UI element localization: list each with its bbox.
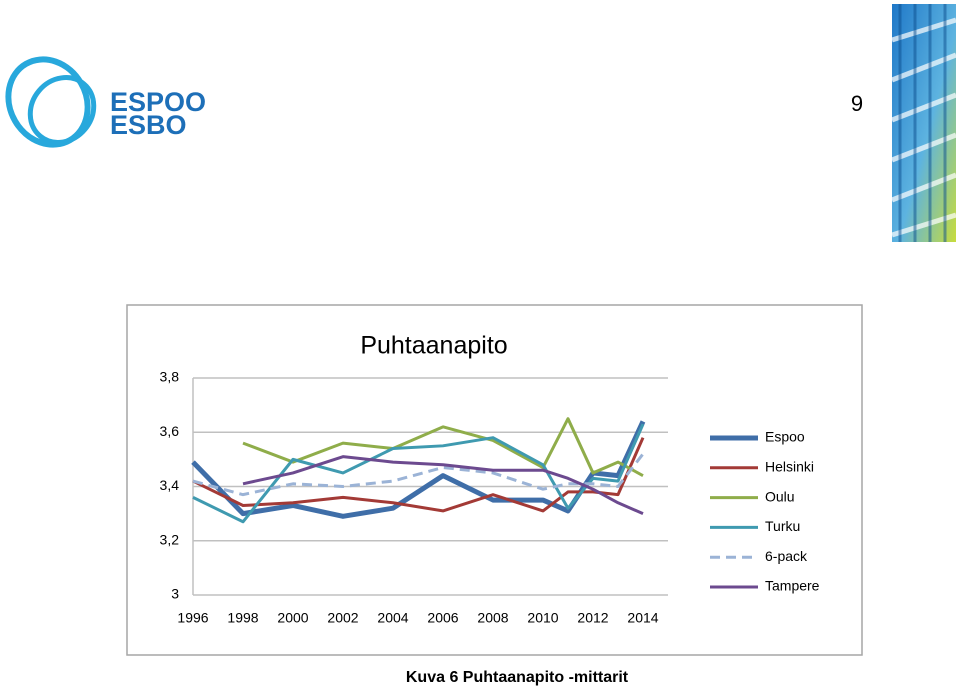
plot: 3 3,2 3,4 3,6 3,8 1996 1998 2000 2002 2004 2006 200… [160,369,820,626]
page-number: 9 [851,91,863,116]
x-tick-label: 1998 [227,610,258,626]
y-tick-label: 3,4 [160,477,180,493]
x-tick-label: 2008 [477,610,508,626]
logo-text: ESPOO [110,87,206,117]
logo-text: ESBO [110,110,187,140]
x-tick-label: 2010 [527,610,558,626]
x-tick-label: 2002 [327,610,358,626]
series-line [242,417,644,477]
series-line [192,423,645,524]
x-tick-label: 2012 [577,610,608,626]
legend-label: 6-pack [765,548,808,564]
legend-label: Helsinki [765,459,814,475]
x-tick-label: 2000 [277,610,308,626]
y-tick-label: 3,8 [160,369,180,385]
x-tick-label: 2014 [627,610,658,626]
chart-frame [126,304,863,656]
legend-label: Turku [765,518,800,534]
x-tick-label: 2004 [377,610,408,626]
y-tick-label: 3,2 [160,531,180,547]
caption: Kuva 6 Puhtaanapito -mittarit [406,669,629,686]
logo: ESPOO ESBO [5,56,206,148]
legend-label: Oulu [765,488,795,504]
y-tick-label: 3,6 [160,423,180,439]
x-tick-label: 1996 [177,610,208,626]
x-tick-label: 2006 [427,610,458,626]
decoration [891,4,957,242]
series-line [191,420,646,519]
series-line [192,453,645,497]
legend-label: Espoo [765,429,805,445]
series-line [242,455,644,516]
y-tick-label: 3 [171,586,179,602]
chart-title: Puhtaanapito [360,332,507,360]
legend-label: Tampere [765,578,820,594]
